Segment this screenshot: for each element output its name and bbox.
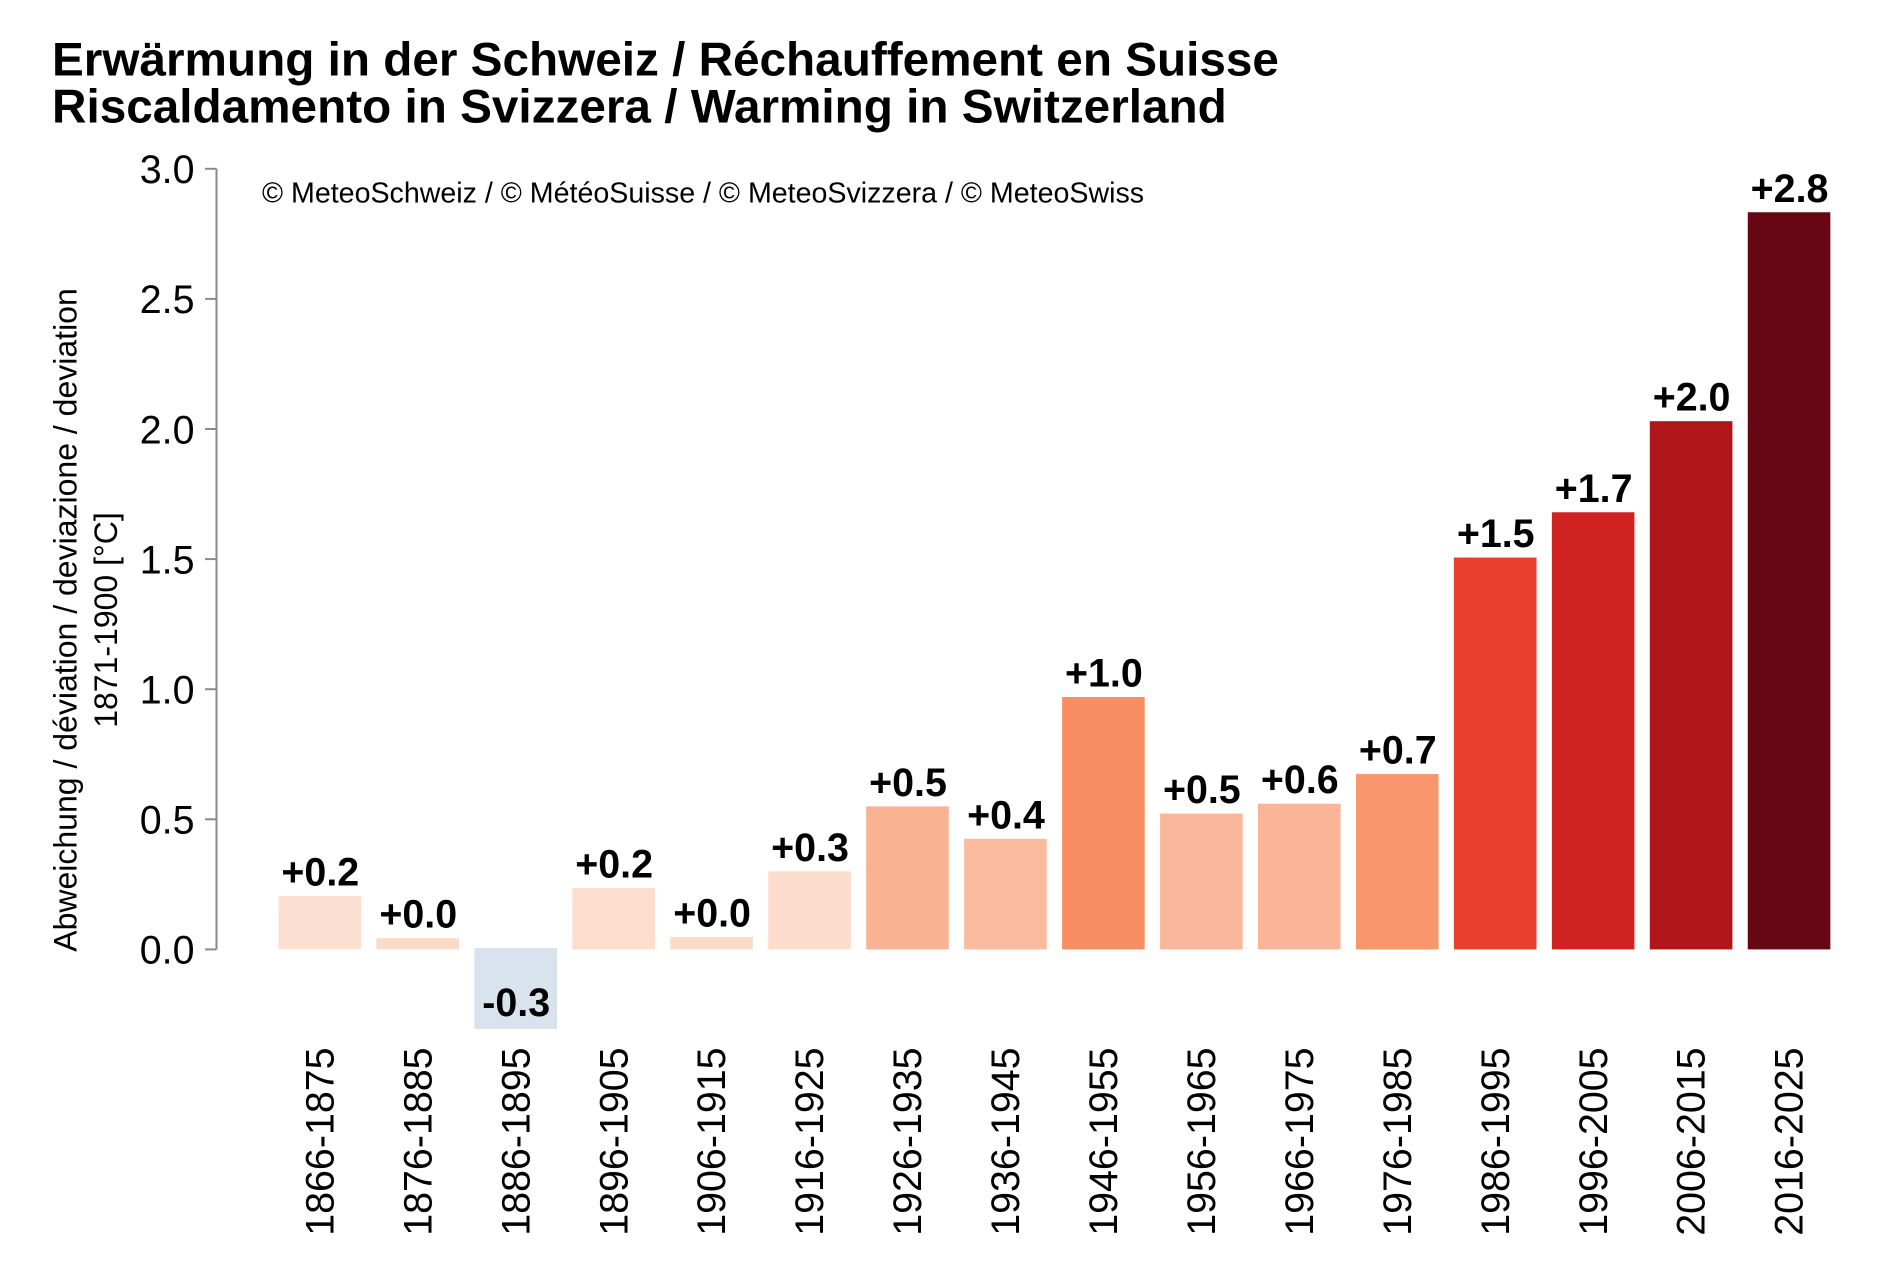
svg-text:+2.0: +2.0: [1653, 376, 1731, 420]
svg-text:2006-2015: 2006-2015: [1670, 1047, 1714, 1235]
svg-text:+0.6: +0.6: [1261, 758, 1339, 802]
svg-text:2.0: 2.0: [140, 408, 195, 452]
svg-text:3.0: 3.0: [140, 148, 195, 192]
svg-text:1996-2005: 1996-2005: [1572, 1047, 1616, 1235]
svg-text:0.5: 0.5: [140, 799, 195, 843]
svg-text:Erwärmung in der Schweiz / Réc: Erwärmung in der Schweiz / Réchauffement…: [52, 34, 1279, 87]
svg-text:1886-1895: 1886-1895: [494, 1047, 538, 1235]
svg-text:+0.5: +0.5: [869, 761, 947, 805]
svg-text:+2.8: +2.8: [1751, 167, 1829, 211]
svg-text:Riscaldamento in Svizzera / Wa: Riscaldamento in Svizzera / Warming in S…: [52, 80, 1227, 133]
svg-text:1.0: 1.0: [140, 669, 195, 713]
svg-text:1946-1955: 1946-1955: [1082, 1047, 1126, 1235]
svg-text:+1.7: +1.7: [1555, 467, 1633, 511]
svg-text:+1.0: +1.0: [1065, 652, 1143, 696]
svg-text:+0.0: +0.0: [379, 893, 457, 937]
svg-text:© MeteoSchweiz / © MétéoSuisse: © MeteoSchweiz / © MétéoSuisse / © Meteo…: [262, 178, 1144, 210]
svg-text:2016-2025: 2016-2025: [1768, 1047, 1812, 1235]
svg-text:0.0: 0.0: [140, 929, 195, 973]
svg-text:1.5: 1.5: [140, 538, 195, 582]
svg-text:1936-1945: 1936-1945: [984, 1047, 1028, 1235]
svg-text:+0.2: +0.2: [281, 851, 359, 895]
svg-text:2.5: 2.5: [140, 278, 195, 322]
svg-text:1906-1915: 1906-1915: [690, 1047, 734, 1235]
svg-text:1876-1885: 1876-1885: [396, 1047, 440, 1235]
svg-text:-0.3: -0.3: [482, 981, 550, 1025]
svg-text:+0.5: +0.5: [1163, 768, 1241, 812]
svg-text:1976-1985: 1976-1985: [1376, 1047, 1420, 1235]
svg-text:+0.7: +0.7: [1359, 729, 1437, 773]
svg-text:1966-1975: 1966-1975: [1278, 1047, 1322, 1235]
svg-text:+0.4: +0.4: [967, 793, 1045, 837]
svg-text:1916-1925: 1916-1925: [788, 1047, 832, 1235]
svg-text:+0.2: +0.2: [575, 842, 653, 886]
svg-text:1871-1900 [°C]: 1871-1900 [°C]: [88, 512, 124, 728]
svg-text:1956-1965: 1956-1965: [1180, 1047, 1224, 1235]
svg-text:Abweichung / déviation / devia: Abweichung / déviation / deviazione / de…: [47, 288, 83, 952]
svg-text:+0.3: +0.3: [771, 826, 849, 870]
svg-text:+1.5: +1.5: [1457, 512, 1535, 556]
svg-text:1896-1905: 1896-1905: [592, 1047, 636, 1235]
svg-text:1986-1995: 1986-1995: [1474, 1047, 1518, 1235]
svg-text:1926-1935: 1926-1935: [886, 1047, 930, 1235]
svg-text:+0.0: +0.0: [673, 891, 751, 935]
svg-text:1866-1875: 1866-1875: [298, 1047, 342, 1235]
